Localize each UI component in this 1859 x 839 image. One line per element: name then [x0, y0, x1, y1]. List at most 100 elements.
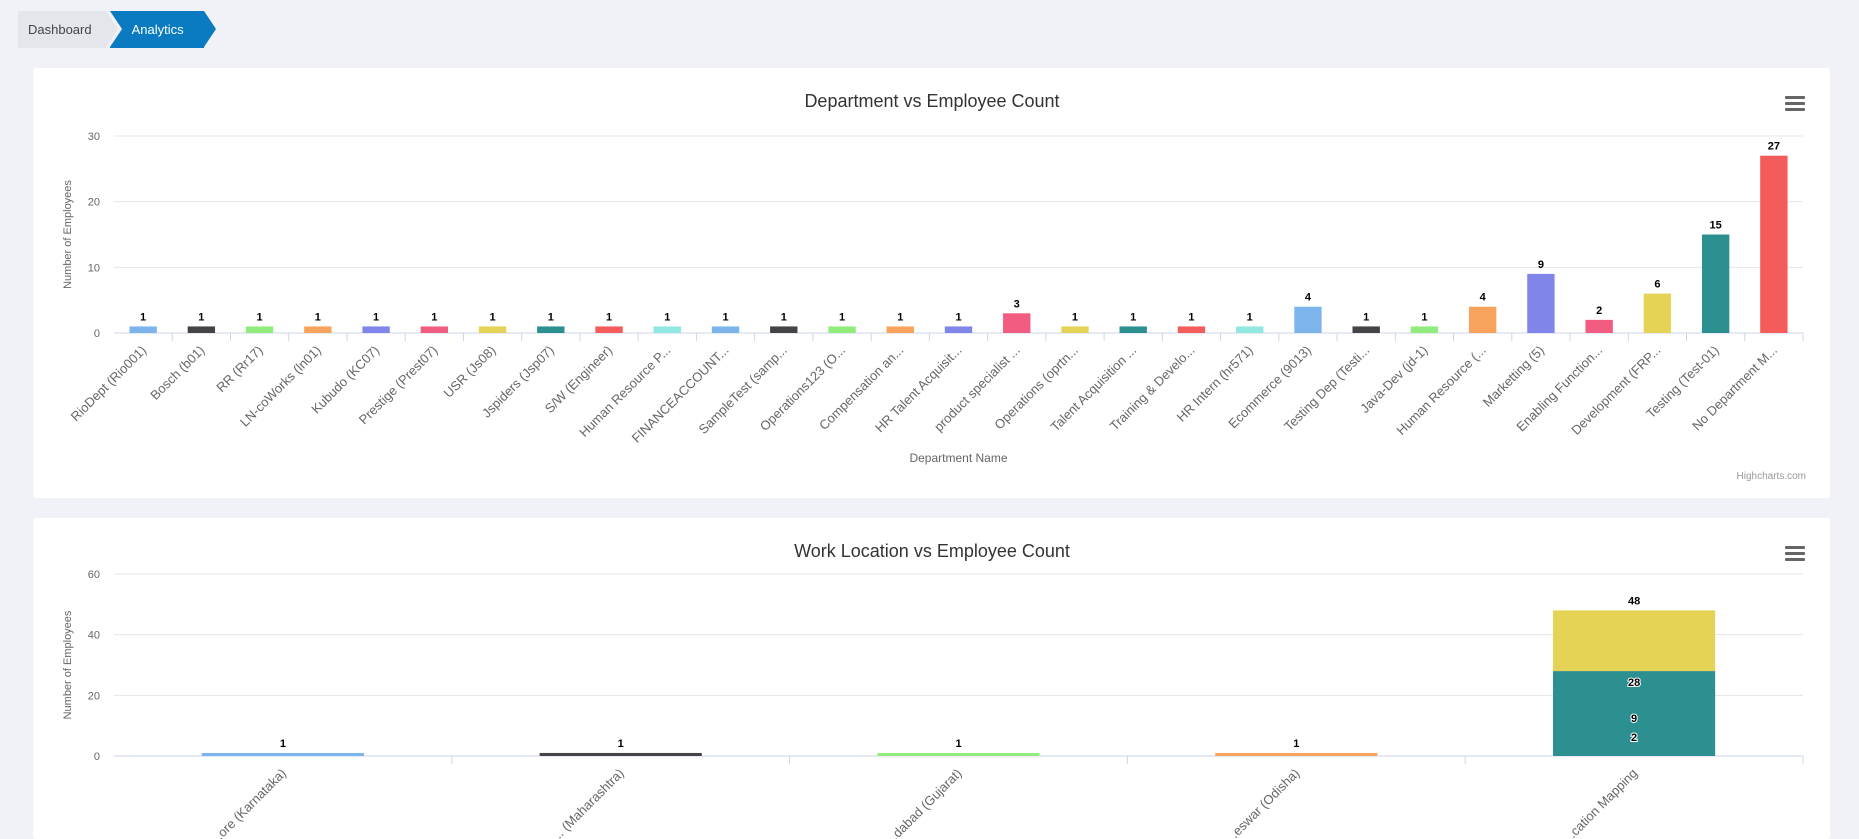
- chart-menu-icon[interactable]: [1785, 546, 1805, 562]
- bar: [877, 752, 1040, 756]
- data-label: 1: [490, 311, 496, 323]
- bar: [595, 326, 623, 333]
- data-label: 2: [1631, 732, 1637, 744]
- bar: [1527, 273, 1555, 333]
- data-label: 1: [955, 738, 961, 750]
- y-tick-label: 40: [88, 630, 100, 642]
- bar: [1643, 293, 1672, 333]
- data-label: 1: [781, 311, 787, 323]
- y-axis-title: Number of Employees: [62, 610, 74, 719]
- x-tick-label: ...eswar (Odisha): [1222, 766, 1303, 839]
- bar: [129, 326, 157, 333]
- data-label: 1: [1293, 738, 1299, 750]
- breadcrumb-analytics[interactable]: Analytics: [109, 11, 216, 48]
- x-tick-label: Bosch (b01): [147, 343, 207, 403]
- data-label: 1: [198, 311, 204, 323]
- bar: [944, 326, 973, 333]
- data-label: 3: [1014, 298, 1020, 310]
- y-tick-label: 0: [94, 751, 100, 763]
- data-label: 1: [722, 311, 728, 323]
- bar: [537, 326, 565, 333]
- bar: [1760, 155, 1788, 333]
- x-tick-label: ...cation Mapping: [1560, 766, 1641, 839]
- x-axis-title: Department Name: [909, 451, 1007, 465]
- data-label: 1: [1130, 311, 1136, 323]
- data-label: 9: [1538, 259, 1544, 271]
- breadcrumb-dashboard[interactable]: Dashboard: [18, 11, 118, 48]
- data-label: 4: [1480, 292, 1487, 304]
- x-tick-label: ...dabad (Gujarat): [882, 766, 965, 839]
- y-tick-label: 20: [88, 197, 100, 209]
- bar: [362, 326, 390, 333]
- bar: [245, 326, 274, 333]
- bar: [1468, 306, 1497, 333]
- stacked-bar-segment: [1553, 671, 1716, 756]
- y-tick-label: 30: [88, 131, 100, 143]
- x-tick-label: FINANCEACCOUNT...: [629, 343, 732, 446]
- highcharts-credit[interactable]: Highcharts.com: [1736, 471, 1806, 482]
- bar: [1003, 313, 1031, 333]
- bar: [187, 326, 216, 333]
- x-tick-label: USR (Js08): [441, 343, 499, 401]
- bar: [1294, 306, 1322, 333]
- data-label: 1: [257, 311, 263, 323]
- data-label: 4: [1305, 292, 1312, 304]
- bar: [828, 326, 856, 333]
- bar: [886, 326, 914, 333]
- bar: [478, 326, 507, 333]
- chart-menu-icon[interactable]: [1785, 96, 1805, 112]
- data-label: 1: [955, 311, 961, 323]
- stacked-bar-segment: [1553, 610, 1716, 672]
- data-label: 1: [606, 311, 612, 323]
- bar: [1177, 326, 1206, 333]
- bar: [1585, 319, 1613, 333]
- chart-title: Work Location vs Employee Count: [794, 541, 1070, 561]
- data-label: 1: [280, 738, 286, 750]
- bar: [539, 752, 702, 756]
- data-label: 6: [1654, 279, 1660, 291]
- data-label: 1: [1188, 311, 1194, 323]
- bar: [1410, 326, 1439, 333]
- y-tick-label: 0: [94, 328, 100, 340]
- data-label: 1: [373, 311, 379, 323]
- y-axis-title: Number of Employees: [62, 180, 74, 289]
- data-label: 1: [431, 311, 437, 323]
- bar: [1215, 752, 1378, 756]
- data-label: 1: [897, 311, 903, 323]
- bar: [1701, 234, 1730, 333]
- bar: [1236, 326, 1264, 333]
- bar: [1119, 326, 1147, 333]
- bar: [711, 326, 740, 333]
- data-label: 15: [1710, 220, 1722, 232]
- bar: [201, 752, 364, 756]
- department-chart-card: Department vs Employee Count 0 10 20 30 Numbe…: [33, 68, 1830, 498]
- bar: [304, 326, 332, 333]
- chart-title: Department vs Employee Count: [804, 91, 1059, 111]
- x-tick-label: ... (Maharashtra): [548, 766, 627, 839]
- breadcrumb: Dashboard Analytics: [18, 11, 216, 48]
- data-label: 1: [140, 311, 146, 323]
- bar: [420, 326, 449, 333]
- bar: [1352, 326, 1380, 333]
- department-chart: Department vs Employee Count 0 10 20 30 Numbe…: [62, 91, 1804, 465]
- data-label: 1: [618, 738, 624, 750]
- y-tick-label: 20: [88, 690, 100, 702]
- work-location-chart: Work Location vs Employee Count 0 20 40 60 Nu…: [62, 541, 1804, 839]
- x-tick-label: RR (Rr17): [213, 343, 265, 395]
- data-label: 48: [1628, 595, 1640, 607]
- data-label: 1: [1072, 311, 1078, 323]
- x-tick-label: RioDept (Rio001): [68, 343, 150, 425]
- bar: [770, 326, 798, 333]
- data-label: 1: [1363, 311, 1369, 323]
- y-tick-label: 60: [88, 569, 100, 581]
- data-label: 9: [1631, 713, 1637, 725]
- data-label: 1: [315, 311, 321, 323]
- data-label: 2: [1596, 305, 1602, 317]
- bar: [1061, 326, 1089, 333]
- data-label: 1: [839, 311, 845, 323]
- data-label: 1: [664, 311, 670, 323]
- x-tick-label: ...ore (Karnataka): [207, 766, 289, 839]
- bar: [653, 326, 681, 333]
- y-tick-label: 10: [88, 262, 100, 274]
- data-label: 1: [1247, 311, 1253, 323]
